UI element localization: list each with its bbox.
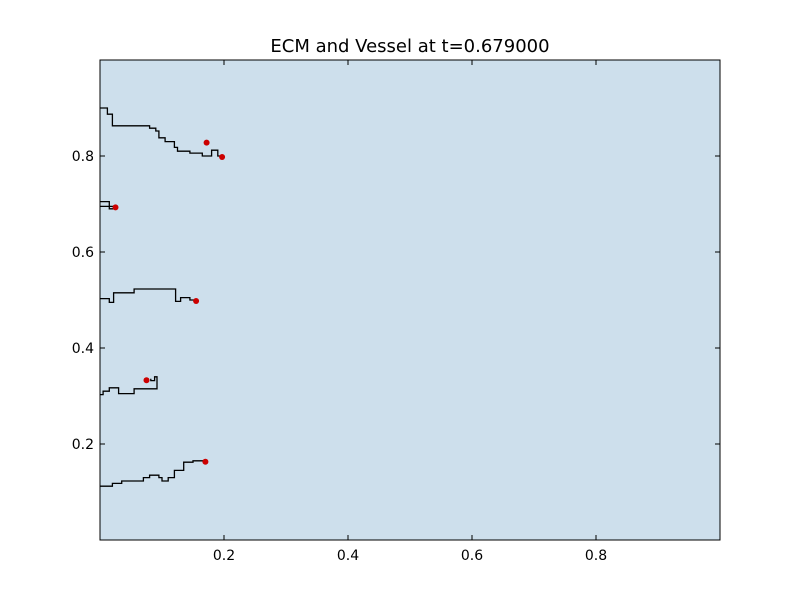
x-tick-label: 0.4 — [337, 548, 359, 564]
x-tick-label: 0.8 — [585, 548, 607, 564]
tip-point-1 — [203, 139, 210, 146]
tip-point-3 — [112, 204, 119, 211]
tip-point-5 — [143, 377, 150, 384]
y-tick-label: 0.6 — [72, 245, 94, 261]
vessel-line-1 — [100, 107, 223, 157]
tip-point-4 — [193, 298, 200, 304]
x-tick-label: 0.6 — [461, 548, 483, 564]
chart-title: ECM and Vessel at t=0.679000 — [270, 36, 549, 57]
y-tick-label: 0.4 — [72, 341, 94, 357]
y-tick-label: 0.2 — [72, 437, 94, 453]
y-axis: 0.2 0.4 0.6 0.8 — [72, 149, 720, 453]
vessel-line-3 — [100, 288, 197, 304]
vessel-layer — [100, 107, 223, 487]
axes-frame — [99, 59, 721, 541]
vessel-line-4 — [100, 376, 158, 396]
x-tick-label: 0.2 — [213, 548, 235, 564]
x-axis: 0.2 0.4 0.6 0.8 — [213, 60, 607, 564]
y-tick-label: 0.8 — [72, 149, 94, 165]
vessel-line-5 — [100, 460, 206, 487]
tip-point-6 — [202, 458, 209, 465]
tip-layer — [112, 139, 226, 465]
tip-point-2 — [219, 154, 226, 160]
